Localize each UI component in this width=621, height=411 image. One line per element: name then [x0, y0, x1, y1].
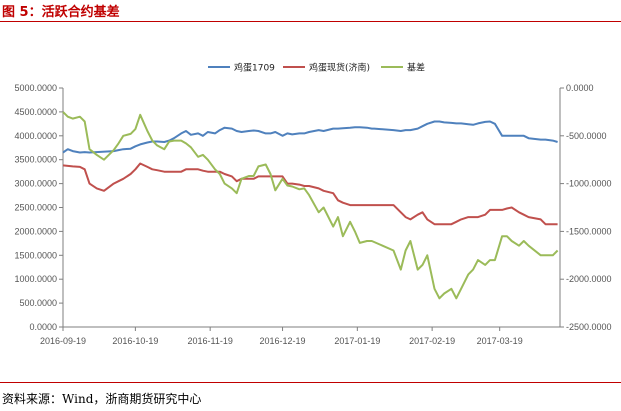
right-tick-label: -2000.0000 [566, 274, 612, 284]
x-tick-label: 2016-11-19 [187, 336, 232, 346]
figure-title: 图 5：活跃合约基差 [2, 5, 120, 20]
x-tick-label: 2016-09-19 [40, 336, 86, 346]
right-tick-label: -1000.0000 [566, 179, 612, 189]
left-tick-label: 2000.0000 [14, 226, 57, 236]
axes: 0.0000 500.0000 1000.0000 1500.0000 2000.000… [14, 83, 611, 346]
left-tick-label: 2500.0000 [14, 203, 57, 213]
legend-label-1: 鸡蛋1709 [234, 62, 275, 74]
x-tick-label: 2017-03-19 [477, 336, 523, 346]
series-lines [62, 111, 559, 300]
legend-label-2: 鸡蛋现货(济南) [309, 62, 370, 74]
source-note: 资料来源：Wind，浙商期货研究中心 [2, 392, 202, 406]
footer-rule [0, 382, 621, 383]
x-tick-label: 2017-02-19 [409, 336, 455, 346]
right-tick-label: -500.0000 [566, 131, 607, 141]
left-tick-label: 3000.0000 [14, 179, 57, 189]
left-tick-label: 4500.0000 [14, 107, 57, 117]
left-tick-label: 5000.0000 [14, 83, 57, 93]
x-tick-label: 2016-12-19 [260, 336, 306, 346]
x-tick-label: 2017-01-19 [334, 336, 380, 346]
right-tick-label: 0.0000 [566, 83, 594, 93]
basis-line-chart: 0.0000 500.0000 1000.0000 1500.0000 2000.000… [14, 62, 611, 347]
left-tick-label: 0.0000 [29, 322, 57, 332]
left-tick-label: 3500.0000 [14, 155, 57, 165]
left-tick-label: 4000.0000 [14, 131, 57, 141]
x-tick-label: 2016-10-19 [112, 336, 158, 346]
series-line-3 [62, 111, 559, 300]
legend: 鸡蛋1709 鸡蛋现货(济南) 基差 [208, 62, 425, 74]
right-tick-label: -1500.0000 [566, 226, 612, 236]
title-rule [0, 21, 621, 22]
left-tick-label: 500.0000 [19, 298, 57, 308]
left-tick-label: 1000.0000 [14, 274, 57, 284]
right-tick-label: -2500.0000 [566, 322, 612, 332]
series-line-1 [62, 120, 558, 154]
series-line-2 [62, 162, 558, 226]
left-tick-label: 1500.0000 [14, 250, 57, 260]
legend-label-3: 基差 [407, 62, 425, 74]
